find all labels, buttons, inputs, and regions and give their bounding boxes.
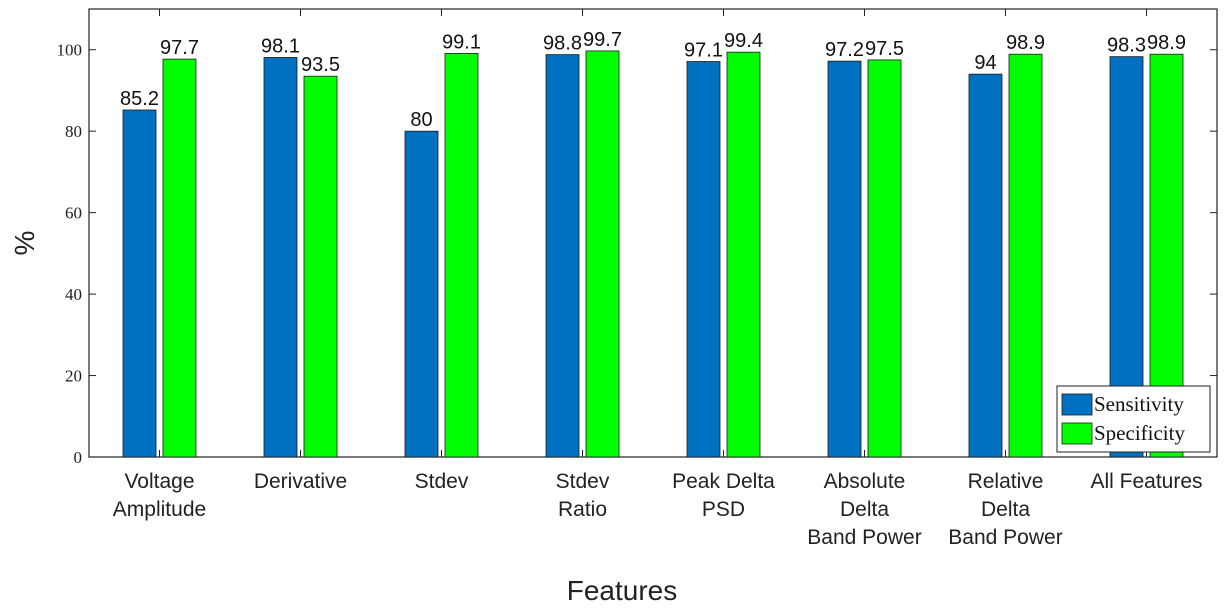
data-label: 98.8 <box>543 33 582 55</box>
x-tick-label: Stdev Ratio <box>556 470 610 521</box>
x-tick-label-line: Absolute <box>824 470 906 493</box>
bar-specificity <box>303 75 338 458</box>
x-tick-label: Voltage Amplitude <box>113 470 206 521</box>
data-label: 98.1 <box>261 35 300 57</box>
y-tick-label: 0 <box>74 448 83 467</box>
data-label: 93.5 <box>301 54 340 76</box>
y-tick-label: 20 <box>65 367 82 386</box>
axes-frame <box>88 8 1218 458</box>
data-label: 85.2 <box>120 88 159 110</box>
x-tick-label: Absolute Delta Band Power <box>807 470 921 549</box>
x-tick-label-line: Band Power <box>948 526 1062 549</box>
bar-specificity <box>726 51 761 458</box>
data-label: 99.4 <box>724 30 763 52</box>
data-label: 98.9 <box>1006 32 1045 54</box>
x-tick-label-line: All Features <box>1090 470 1202 493</box>
data-label: 98.9 <box>1147 32 1186 54</box>
bar-sensitivity <box>827 60 862 458</box>
bar-specificity <box>444 52 479 458</box>
legend-label-sensitivity: Sensitivity <box>1094 392 1184 416</box>
y-tick-label: 40 <box>65 285 82 304</box>
data-label: 80 <box>410 109 432 131</box>
y-tick-label: 80 <box>65 122 82 141</box>
x-tick-label-line: Amplitude <box>113 498 206 521</box>
x-tick-label-line: Stdev <box>556 470 610 493</box>
data-label: 94 <box>974 52 996 74</box>
x-tick-label: All Features <box>1090 470 1202 493</box>
bar-sensitivity <box>545 54 580 458</box>
x-tick-label-line: Derivative <box>254 470 347 493</box>
bar-sensitivity <box>404 130 439 458</box>
x-tick-label-line: Voltage <box>124 470 194 493</box>
data-label: 99.1 <box>442 31 481 53</box>
x-tick-label: Peak Delta PSD <box>672 470 775 521</box>
x-tick-label-line: Delta <box>840 498 889 521</box>
bar-specificity <box>162 58 197 458</box>
legend-swatch-specificity <box>1061 422 1093 445</box>
x-tick-label: Derivative <box>254 470 347 493</box>
x-tick-label-line: Stdev <box>415 470 469 493</box>
bar-specificity <box>867 59 902 458</box>
bar-sensitivity <box>122 109 157 458</box>
plot-area: 0 20 40 60 80 100 85.2 97.7 Voltage Amplitude 98.1… <box>57 8 1218 549</box>
data-label: 97.7 <box>160 37 199 59</box>
x-tick-label-line: PSD <box>702 498 745 521</box>
bar-sensitivity <box>968 73 1003 458</box>
x-tick-label-line: Band Power <box>807 526 921 549</box>
y-tick-label: 60 <box>65 204 82 223</box>
data-label: 99.7 <box>583 29 622 51</box>
data-label: 97.1 <box>684 40 723 62</box>
legend: Sensitivity Specificity <box>1056 385 1211 453</box>
bar-specificity <box>585 50 620 458</box>
x-tick-label: Stdev <box>415 470 469 493</box>
x-tick-label-line: Delta <box>981 498 1030 521</box>
bar-specificity <box>1008 53 1043 458</box>
x-tick-label-line: Ratio <box>558 498 607 521</box>
x-tick-label: Relative Delta Band Power <box>948 470 1062 549</box>
data-label: 98.3 <box>1107 35 1146 57</box>
data-label: 97.2 <box>825 39 864 61</box>
bar-sensitivity <box>686 61 721 458</box>
bar-sensitivity <box>263 57 298 458</box>
x-axis-label: Features <box>567 575 678 606</box>
legend-swatch-sensitivity <box>1061 393 1093 416</box>
y-tick-label: 100 <box>57 41 83 60</box>
legend-label-specificity: Specificity <box>1094 421 1185 445</box>
x-tick-label-line: Peak Delta <box>672 470 775 493</box>
y-axis-label: % <box>9 231 40 256</box>
data-label: 97.5 <box>865 38 904 60</box>
x-tick-label-line: Relative <box>968 470 1044 493</box>
